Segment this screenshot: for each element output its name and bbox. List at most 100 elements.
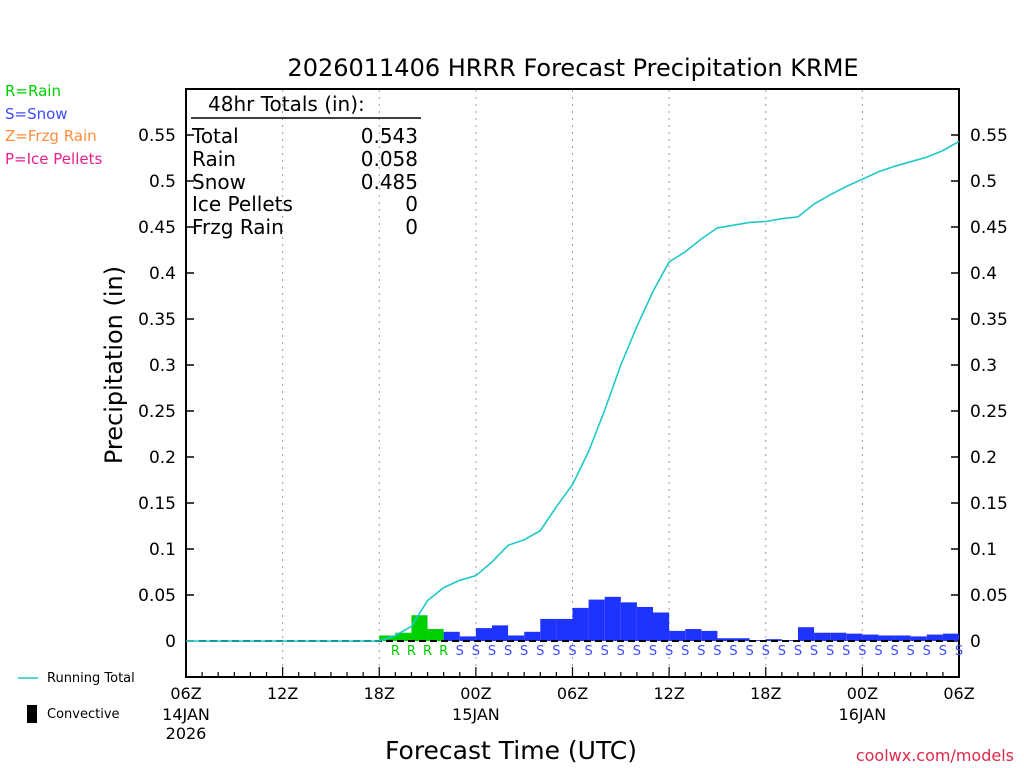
- x-tick-label: 06Z: [943, 684, 974, 703]
- precip-bar: [685, 629, 702, 641]
- precip-bar: [669, 630, 686, 641]
- x-year-label: 2026: [166, 724, 207, 743]
- totals-label-snow: Snow: [192, 170, 246, 194]
- precip-type-letter: S: [746, 644, 754, 659]
- chart-title: 2026011406 HRRR Forecast Precipitation K…: [287, 54, 858, 82]
- precip-bar: [427, 629, 444, 641]
- y-tick-label-left: 0.35: [138, 310, 176, 330]
- precip-type-letter: R: [439, 644, 448, 659]
- precip-type-letter: S: [842, 644, 850, 659]
- precip-type-letter: R: [391, 644, 400, 659]
- credit-text: coolwx.com/models: [856, 746, 1014, 765]
- precip-type-letter: S: [665, 644, 673, 659]
- precip-bar: [701, 630, 718, 641]
- totals-label-ice-pellets: Ice Pellets: [192, 192, 293, 216]
- precip-bar: [572, 607, 589, 641]
- precip-bar: [910, 636, 927, 641]
- precip-bar: [508, 635, 525, 641]
- precip-bar: [540, 618, 557, 641]
- precip-bar: [814, 632, 831, 641]
- precip-type-letter: S: [633, 644, 641, 659]
- precip-type-letter: S: [874, 644, 882, 659]
- y-tick-label-right: 0.15: [970, 494, 1008, 514]
- precip-type-letter: S: [601, 644, 609, 659]
- totals-value-ice-pellets: 0: [405, 192, 418, 216]
- y-tick-label-left: 0.45: [138, 218, 176, 238]
- x-date-label: 14JAN: [162, 705, 210, 724]
- x-tick-label: 18Z: [364, 684, 395, 703]
- precip-bar: [846, 633, 863, 641]
- x-tick-label: 00Z: [847, 684, 878, 703]
- y-axis-label: Precipitation (in): [100, 266, 128, 464]
- y-tick-label-right: 0.05: [970, 586, 1008, 606]
- precip-bar: [588, 599, 605, 641]
- precip-type-letter: S: [617, 644, 625, 659]
- precip-type-letter: S: [907, 644, 915, 659]
- precip-bar: [830, 632, 847, 641]
- precip-type-letter: S: [890, 644, 898, 659]
- x-tick-label: 06Z: [170, 684, 201, 703]
- precip-type-letter: S: [472, 644, 480, 659]
- y-tick-label-left: 0.15: [138, 494, 176, 514]
- precip-bar: [491, 625, 509, 641]
- x-tick-label: 12Z: [653, 684, 684, 703]
- precip-type-letter: S: [488, 644, 496, 659]
- precip-type-letter: S: [713, 644, 721, 659]
- y-tick-label-right: 0.4: [970, 264, 997, 284]
- precip-bar: [443, 631, 460, 641]
- y-tick-label-left: 0.3: [149, 356, 176, 376]
- legend-snow: S=Snow: [5, 105, 68, 123]
- convective-legend-label: Convective: [47, 707, 120, 722]
- precip-bar: [926, 634, 943, 641]
- precip-type-letter: S: [681, 644, 689, 659]
- y-tick-label-right: 0.45: [970, 218, 1008, 238]
- precip-bar: [894, 635, 911, 641]
- precip-type-letter: S: [955, 644, 963, 659]
- totals-value-rain: 0.058: [361, 147, 418, 171]
- y-tick-label-left: 0.05: [138, 586, 176, 606]
- precip-bar: [604, 596, 621, 641]
- y-tick-label-left: 0.2: [149, 448, 176, 468]
- precip-type-letter: S: [794, 644, 802, 659]
- running-total-line: [186, 140, 960, 642]
- y-tick-label-right: 0.25: [970, 402, 1008, 422]
- x-tick-label: 00Z: [460, 684, 491, 703]
- precip-bar: [733, 638, 750, 641]
- precip-type-letter: S: [552, 644, 560, 659]
- totals-box: 48hr Totals (in): Total 0.543 Rain 0.058…: [191, 92, 421, 239]
- legend-ice-pellets: P=Ice Pellets: [5, 150, 102, 168]
- precip-bar: [475, 628, 492, 641]
- precip-type-letter: R: [407, 644, 416, 659]
- precip-type-letter: S: [568, 644, 576, 659]
- precip-bar: [717, 638, 734, 641]
- precip-type-letter: S: [810, 644, 818, 659]
- totals-value-snow: 0.485: [361, 170, 418, 194]
- y-axis-ticks: 0 00.05 0.050.1 0.10.15 0.150.2 0.20.25 0.250.…: [138, 126, 1008, 652]
- precip-type-letter: S: [939, 644, 947, 659]
- precip-bar: [524, 631, 541, 641]
- x-axis-label: Forecast Time (UTC): [385, 736, 637, 765]
- precip-type-letter: S: [923, 644, 931, 659]
- totals-heading: 48hr Totals (in):: [208, 92, 365, 116]
- precip-bar: [942, 633, 959, 641]
- y-tick-label-left: 0.1: [149, 540, 176, 560]
- legend-frzg-rain: Z=Frzg Rain: [5, 127, 97, 145]
- y-tick-label-left: 0.55: [138, 126, 176, 146]
- series-legend: Running Total Convective: [18, 671, 135, 723]
- precip-bar: [411, 615, 428, 641]
- precip-type-letter: S: [649, 644, 657, 659]
- precip-type-letter: S: [762, 644, 770, 659]
- y-tick-label-left: 0: [165, 632, 176, 652]
- totals-value-frzg-rain: 0: [405, 215, 418, 239]
- precip-type-letter: S: [858, 644, 866, 659]
- y-tick-label-left: 0.5: [149, 172, 176, 192]
- precip-bar: [749, 640, 766, 641]
- precip-bar: [653, 612, 670, 641]
- totals-label-frzg-rain: Frzg Rain: [192, 215, 284, 239]
- x-tick-label: 06Z: [557, 684, 588, 703]
- precip-type-letter: S: [697, 644, 705, 659]
- convective-legend-swatch: [27, 705, 37, 723]
- precip-type-letter: R: [423, 644, 432, 659]
